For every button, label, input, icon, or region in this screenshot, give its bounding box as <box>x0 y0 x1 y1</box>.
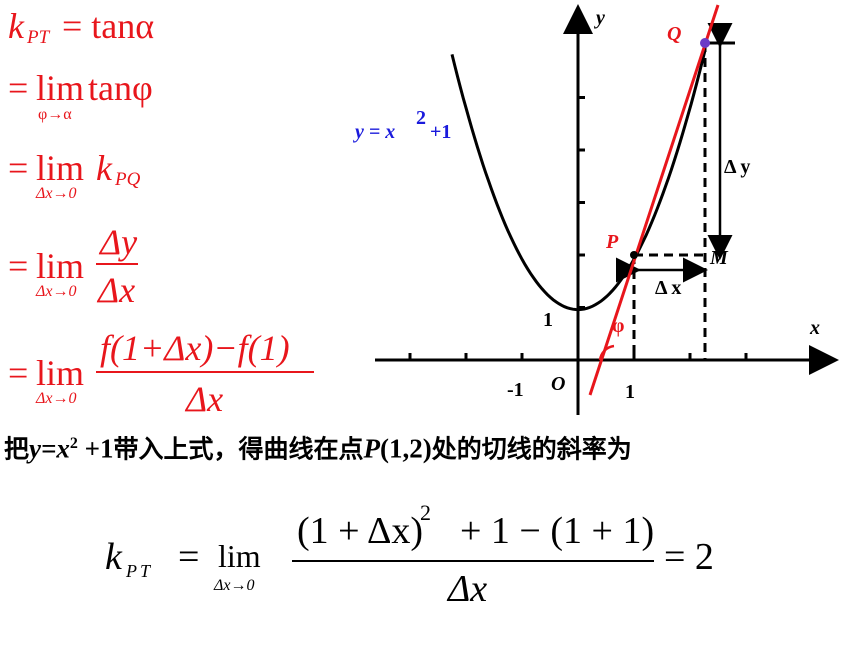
numerator: (1 + Δx) <box>297 510 424 552</box>
subscript: PQ <box>115 169 141 190</box>
text: P <box>363 433 381 464</box>
text: (1,2) <box>380 433 432 464</box>
fraction-bar <box>96 371 314 373</box>
sentence: 把y=x2 +1带入上式，得曲线在点P(1,2)处的切线的斜率为 <box>4 425 854 468</box>
subscript: PT <box>126 561 154 581</box>
lim: lim <box>218 538 261 574</box>
axis-label: y <box>594 7 605 29</box>
text: 带入上式，得曲线在点 <box>113 434 364 464</box>
point-label: M <box>709 247 729 269</box>
lim: lim <box>36 68 85 108</box>
subscript: PT <box>27 27 50 48</box>
origin: O <box>551 373 565 395</box>
lim: lim <box>36 148 85 188</box>
k: k <box>8 6 24 46</box>
text: 2 <box>69 435 78 452</box>
rhs: = 2 <box>664 536 714 578</box>
lim-under: φ→α <box>38 106 72 123</box>
numerator: + 1 − (1 + 1) <box>460 510 655 552</box>
k: k <box>96 148 112 188</box>
eq: = <box>8 148 29 188</box>
lim: lim <box>36 246 85 286</box>
tick-label: 1 <box>543 309 553 331</box>
k: k <box>105 536 122 578</box>
delta-label: Δ y <box>724 156 750 178</box>
formula: tanφ <box>88 68 153 108</box>
lim-under: Δx→0 <box>36 283 77 300</box>
text: 处的切线的斜率为 <box>431 434 632 464</box>
tangent-line <box>588 4 720 396</box>
numerator: Δy <box>100 222 138 262</box>
point-label: P <box>605 231 619 253</box>
angle-label: φ <box>612 315 624 337</box>
eq: = <box>8 68 29 108</box>
point-p <box>630 251 638 259</box>
numerator: f(1+Δx)−f(1) <box>100 328 290 368</box>
fraction-bar <box>96 263 138 265</box>
eq: = <box>178 536 200 578</box>
curve-label: 2 <box>416 107 426 129</box>
lim-under: Δx→0 <box>36 185 77 202</box>
formula: = tanα <box>62 6 155 46</box>
eq: = <box>8 353 29 393</box>
axis-label: x <box>809 317 820 339</box>
lim: lim <box>36 353 85 393</box>
text: y=x <box>29 433 70 464</box>
denominator: Δx <box>186 379 224 419</box>
point-label: Q <box>667 23 681 45</box>
lim-under: Δx→0 <box>214 577 255 594</box>
angle-arc <box>598 344 615 361</box>
tick-label: 1 <box>625 381 635 403</box>
text: +1 <box>77 433 114 464</box>
lim-under: Δx→0 <box>36 390 77 407</box>
exponent: 2 <box>420 500 431 525</box>
parabola <box>450 49 707 312</box>
tick-label: -1 <box>507 379 524 401</box>
eq: = <box>8 246 29 286</box>
fraction-bar <box>292 560 654 562</box>
curve-label: +1 <box>430 121 451 143</box>
text: 把 <box>4 434 30 464</box>
delta-label: Δ x <box>655 277 681 299</box>
denominator: Δx <box>98 270 136 310</box>
curve-label: y = x <box>353 121 395 143</box>
point-q <box>700 38 710 48</box>
denominator: Δx <box>448 568 488 610</box>
